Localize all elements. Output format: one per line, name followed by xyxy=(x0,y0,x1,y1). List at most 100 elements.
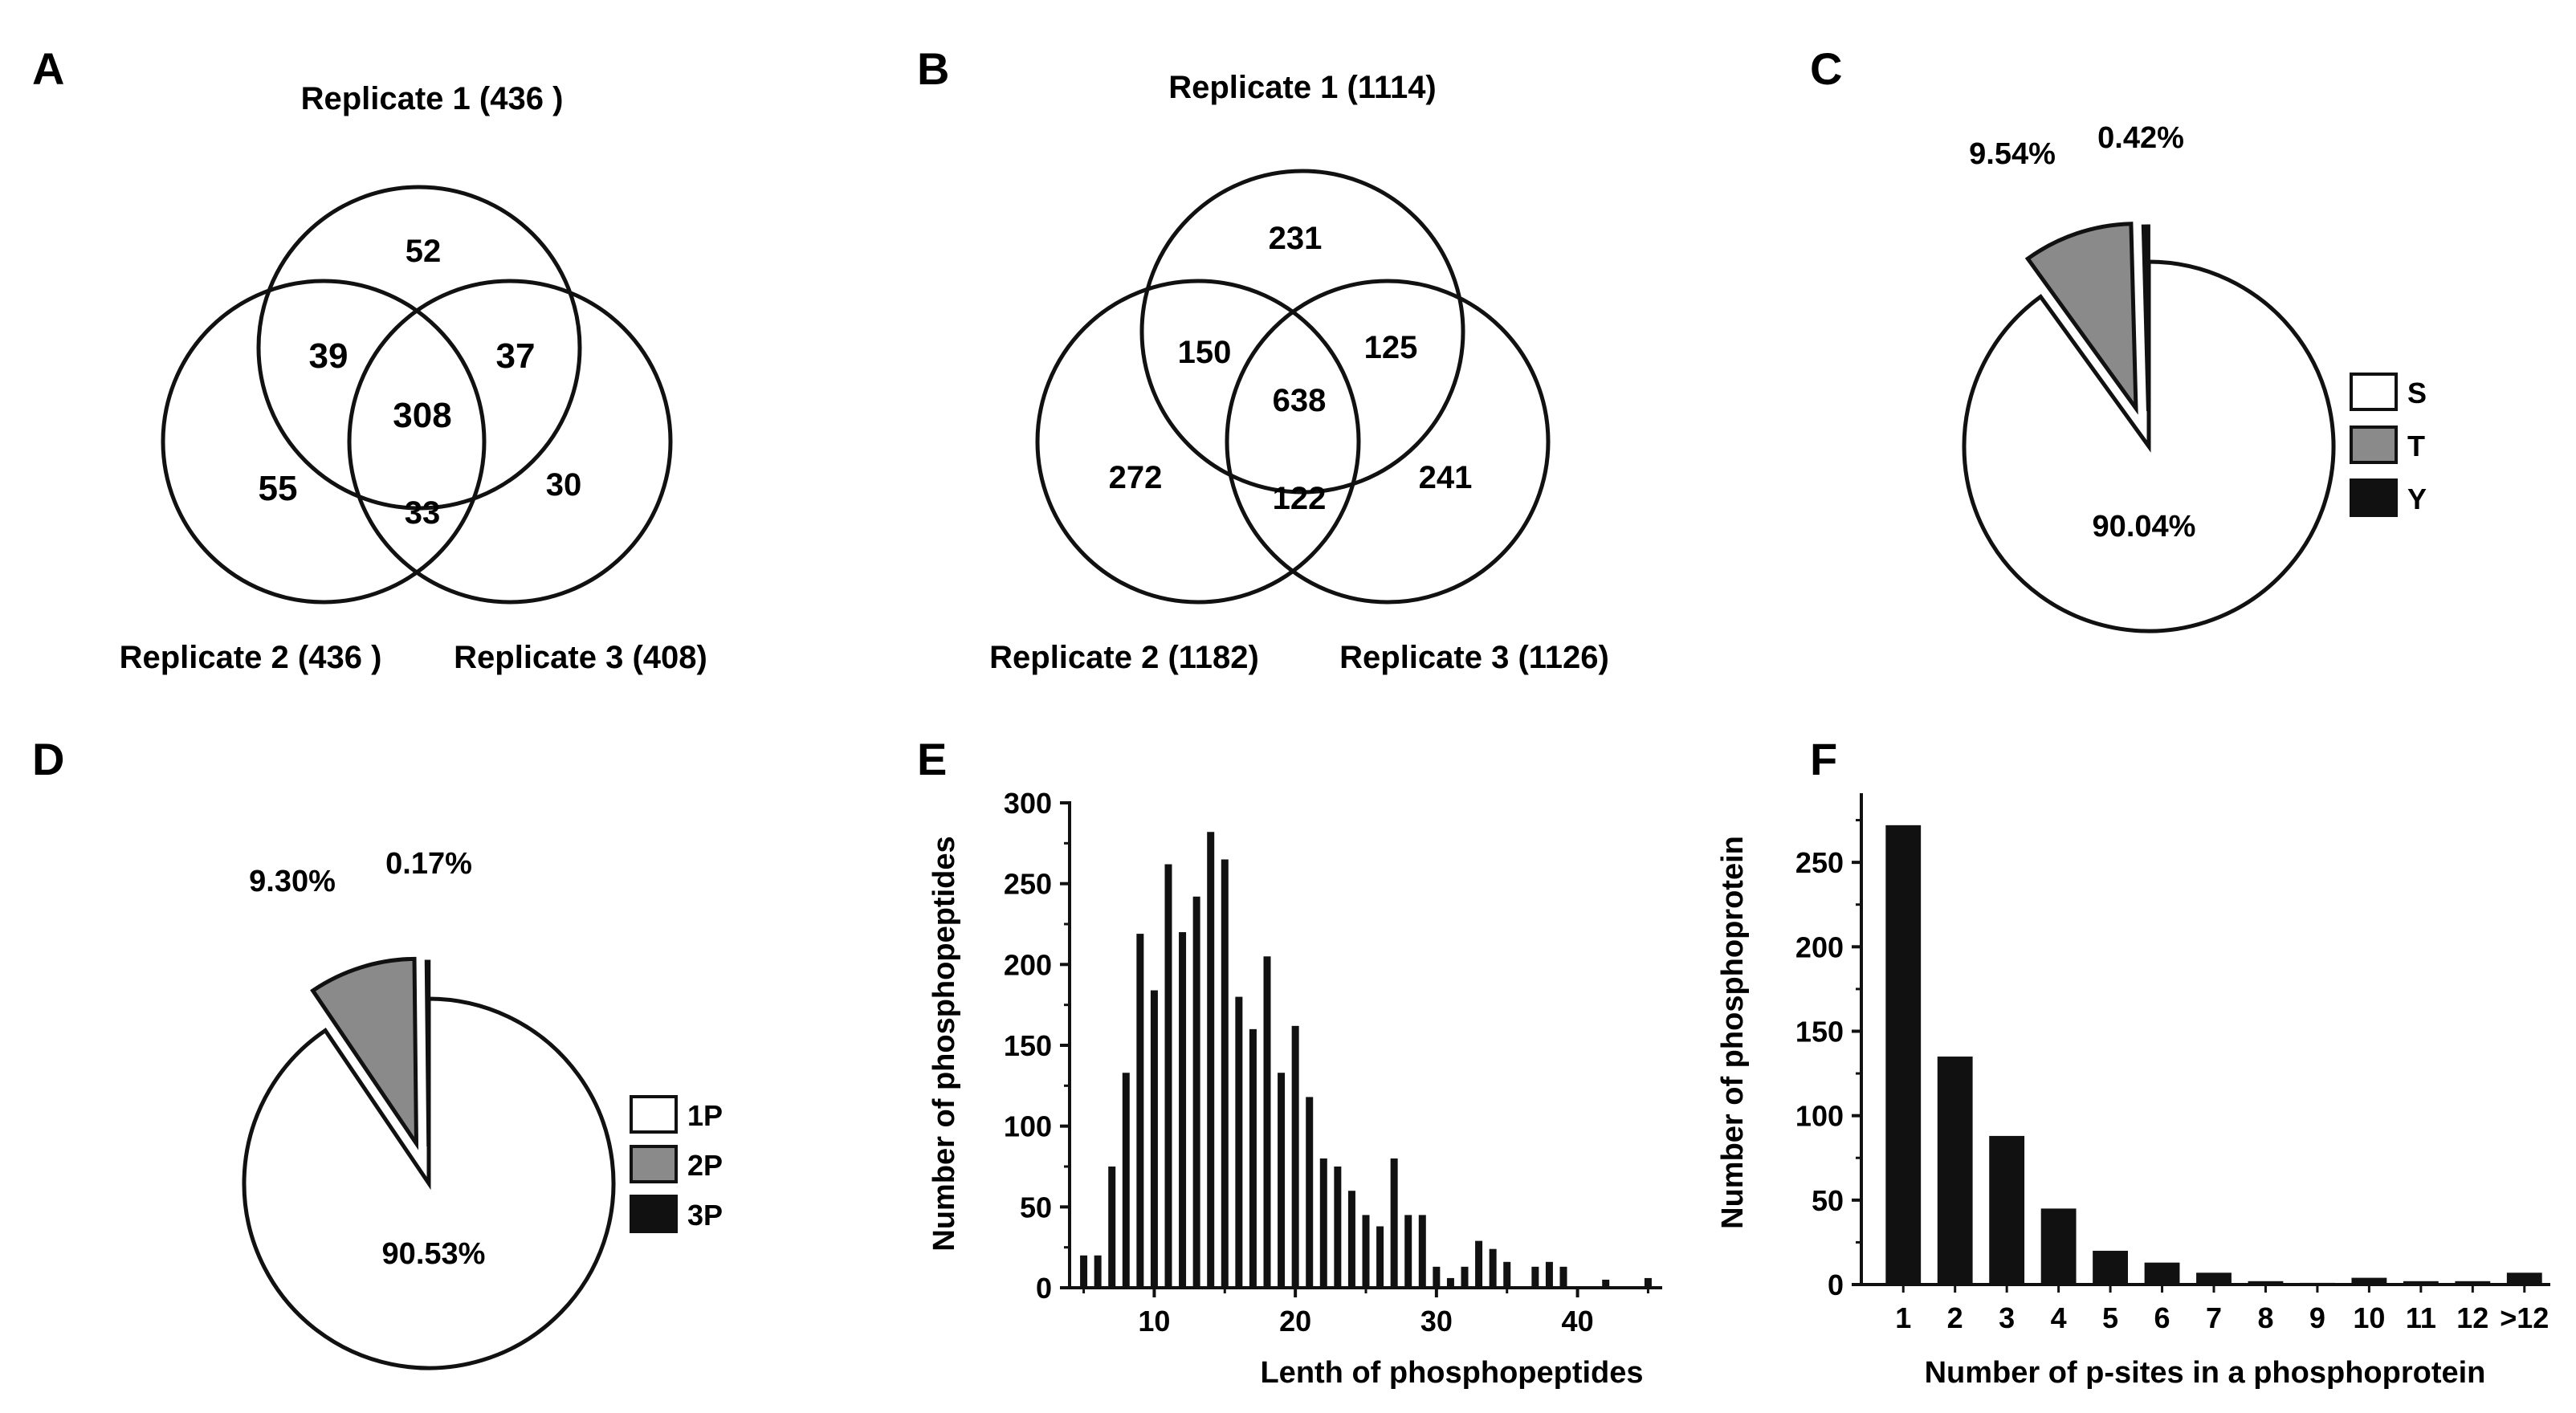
histogram-bar xyxy=(1531,1266,1539,1288)
bar xyxy=(2196,1273,2232,1285)
y-ticks-f: 0 50 100 150 200 250 xyxy=(1795,819,1861,1301)
bar xyxy=(2093,1250,2128,1285)
venn-a-circle-replicate-1 xyxy=(256,185,582,511)
x-tick-label: 5 xyxy=(2102,1301,2118,1334)
venn-a-set-label-3: Replicate 3 (408) xyxy=(454,640,707,675)
y-tick-label: 250 xyxy=(1795,846,1844,879)
venn-b-r23: 122 xyxy=(1273,481,1327,516)
venn-b-only-3: 241 xyxy=(1419,460,1473,495)
venn-a-only-3: 30 xyxy=(546,467,582,503)
bar xyxy=(2144,1262,2180,1285)
x-ticks-f: 1 2 3 4 5 6 7 8 9 10 11 12 >12 xyxy=(1895,1285,2549,1334)
histogram-bar xyxy=(1319,1158,1327,1288)
pie-c-slice-t xyxy=(2024,222,2138,415)
y-tick-label: 150 xyxy=(1795,1015,1844,1048)
venn-a-circle-replicate-2 xyxy=(161,279,487,605)
bar xyxy=(2455,1281,2491,1285)
histogram-bar xyxy=(1489,1248,1497,1288)
pie-d-slice-3p xyxy=(424,959,431,1147)
histogram-bar xyxy=(1291,1025,1299,1288)
x-ticks-e: 10 20 30 40 xyxy=(1082,1288,1649,1338)
venn-a-r12: 39 xyxy=(309,336,348,376)
venn-a-r123: 308 xyxy=(393,396,451,435)
histogram-bar xyxy=(1404,1215,1412,1288)
y-tick-label: 200 xyxy=(1795,930,1844,963)
histogram-bar xyxy=(1136,934,1144,1288)
legend-d-swatch-3p xyxy=(630,1195,678,1233)
x-tick-label: 1 xyxy=(1895,1301,1911,1334)
panel-c: C 9.54% 0.42% 90.04% S T Y xyxy=(1810,43,2427,633)
pie-c-label-s: 90.04% xyxy=(2093,510,2196,544)
legend-c-label-y: Y xyxy=(2407,483,2427,515)
legend-d-label-1p: 1P xyxy=(687,1099,723,1132)
y-axis-title-e: Number of phosphopeptides xyxy=(927,836,961,1251)
y-axis-title-f: Number of phosphoprotein xyxy=(1716,836,1750,1229)
bars-e xyxy=(1080,832,1652,1288)
bar xyxy=(2248,1281,2284,1285)
legend-c-swatch-y xyxy=(2350,478,2398,517)
histogram-bar xyxy=(1461,1266,1469,1288)
x-tick-label: >12 xyxy=(2500,1301,2549,1334)
histogram-bar xyxy=(1446,1277,1454,1288)
y-tick-label: 150 xyxy=(1004,1029,1052,1062)
x-tick-label: 10 xyxy=(2353,1301,2385,1334)
venn-b-r12: 150 xyxy=(1178,335,1232,370)
legend-c-label-t: T xyxy=(2407,430,2425,462)
histogram-bar xyxy=(1164,864,1172,1288)
bar xyxy=(1937,1057,1973,1285)
y-tick-label: 0 xyxy=(1828,1268,1844,1301)
histogram-bar xyxy=(1235,996,1243,1288)
histogram-bar xyxy=(1644,1277,1652,1288)
pie-c-slice-s xyxy=(1962,259,2336,633)
histogram-bar xyxy=(1475,1240,1483,1288)
histogram-bar xyxy=(1334,1167,1342,1288)
venn-a-only-1: 52 xyxy=(406,234,442,269)
bar xyxy=(2351,1277,2387,1285)
venn-a-set-label-1: Replicate 1 (436 ) xyxy=(301,81,564,116)
panel-e-label: E xyxy=(917,734,947,784)
y-tick-label: 100 xyxy=(1795,1100,1844,1133)
histogram-bar xyxy=(1080,1255,1088,1288)
histogram-bar xyxy=(1278,1073,1286,1288)
bar xyxy=(2506,1273,2542,1285)
pie-c xyxy=(1962,222,2336,633)
histogram-bar xyxy=(1545,1261,1553,1288)
legend-d-label-3p: 3P xyxy=(687,1199,723,1232)
panel-a-label: A xyxy=(32,43,64,94)
pie-c-slice-y xyxy=(2141,224,2150,412)
histogram-bar xyxy=(1559,1266,1567,1288)
histogram-bar xyxy=(1306,1097,1314,1288)
x-tick-label: 4 xyxy=(2051,1301,2067,1334)
x-axis-title-e: Lenth of phosphopeptides xyxy=(1260,1356,1643,1390)
x-tick-label: 2 xyxy=(1947,1301,1963,1334)
pie-c-label-t: 9.54% xyxy=(1969,137,2056,171)
venn-a-circle-replicate-3 xyxy=(347,279,673,605)
venn-a-r23: 33 xyxy=(405,495,441,531)
x-tick-label: 20 xyxy=(1279,1305,1311,1338)
x-tick-label: 40 xyxy=(1562,1305,1594,1338)
bar xyxy=(1885,825,1922,1285)
pie-d-label-3p: 0.17% xyxy=(385,847,472,881)
y-tick-label: 100 xyxy=(1004,1110,1052,1143)
y-tick-label: 0 xyxy=(1036,1272,1052,1305)
x-tick-label: 8 xyxy=(2257,1301,2273,1334)
x-tick-label: 7 xyxy=(2206,1301,2222,1334)
x-tick-label: 10 xyxy=(1138,1305,1170,1338)
venn-b-r13: 125 xyxy=(1364,330,1418,365)
histogram-bar xyxy=(1192,896,1200,1288)
histogram-bar xyxy=(1347,1191,1355,1288)
legend-d-swatch-1p xyxy=(630,1095,678,1134)
bar xyxy=(2403,1281,2439,1285)
venn-b-only-1: 231 xyxy=(1269,221,1323,256)
venn-b-only-2: 272 xyxy=(1109,460,1163,495)
venn-a-only-2: 55 xyxy=(259,469,298,508)
histogram-bar xyxy=(1263,956,1271,1288)
x-tick-label: 6 xyxy=(2154,1301,2170,1334)
panel-c-label: C xyxy=(1810,43,1842,94)
legend-c: S T Y xyxy=(2350,373,2427,517)
y-tick-label: 200 xyxy=(1004,948,1052,981)
x-tick-label: 9 xyxy=(2309,1301,2325,1334)
legend-d-label-2p: 2P xyxy=(687,1149,723,1182)
